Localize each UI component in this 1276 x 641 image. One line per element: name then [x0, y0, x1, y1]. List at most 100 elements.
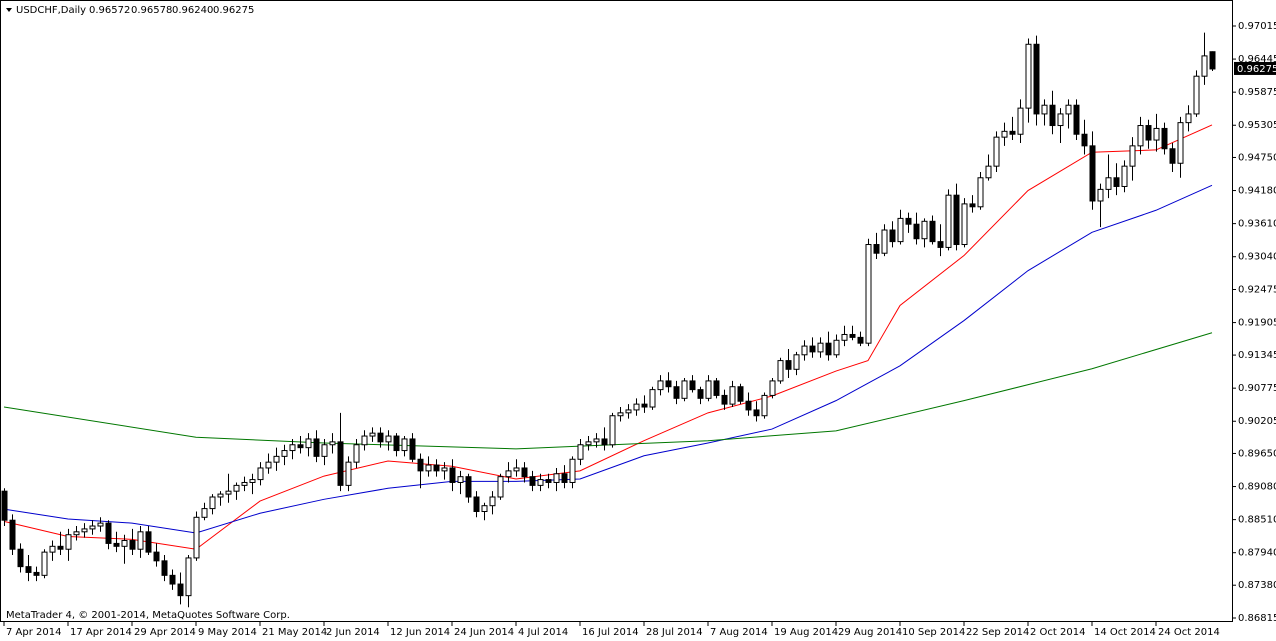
candle-body	[417, 458, 424, 472]
symbol-title: USDCHF,Daily	[16, 5, 86, 16]
candle-body	[433, 464, 440, 472]
candle-body	[113, 542, 120, 547]
candle-body	[817, 342, 824, 353]
candle-body	[9, 519, 16, 550]
candle-body	[737, 386, 744, 402]
y-tick-label: 0.90775	[1238, 383, 1276, 394]
candle-body	[1049, 104, 1056, 127]
candle-body	[681, 380, 688, 399]
x-tick-label: 29 Apr 2014	[134, 627, 196, 638]
x-tick-label: 19 Aug 2014	[774, 627, 838, 638]
candle-body	[825, 342, 832, 356]
candle-body	[473, 496, 480, 512]
y-tick-label: 0.94180	[1238, 186, 1276, 197]
candle-body	[1001, 130, 1008, 138]
candle-body	[833, 339, 840, 356]
candle-body	[1065, 104, 1072, 115]
y-tick-label: 0.88510	[1238, 515, 1276, 526]
high-label: 0.96578	[131, 5, 172, 16]
x-tick-label: 10 Sep 2014	[902, 627, 965, 638]
candle-body	[985, 165, 992, 179]
x-tick-label: 28 Jul 2014	[646, 627, 703, 638]
candle-body	[105, 522, 112, 544]
candle-body	[881, 229, 888, 254]
candle-body	[145, 531, 152, 553]
candle-body	[481, 505, 488, 512]
y-tick-label: 0.91905	[1238, 318, 1276, 329]
candle-body	[849, 333, 856, 338]
candle-body	[241, 481, 248, 486]
candle-body	[1097, 188, 1104, 202]
candle-body	[121, 540, 128, 547]
candle-body	[49, 545, 56, 553]
candle-body	[873, 244, 880, 254]
candle-body	[929, 220, 936, 243]
candle-body	[457, 476, 464, 483]
candle-body	[257, 467, 264, 481]
y-tick-label: 0.89080	[1238, 482, 1276, 493]
candle-body	[1185, 113, 1192, 124]
candle-body	[665, 380, 672, 388]
x-tick-label: 2 Jun 2014	[326, 627, 380, 638]
candle-body	[513, 467, 520, 472]
candle-body	[97, 522, 104, 527]
moving-average	[3, 124, 1213, 550]
candle-body	[913, 223, 920, 240]
candle-body	[945, 194, 952, 248]
candle-body	[545, 479, 552, 483]
candle-body	[193, 516, 200, 559]
candle-body	[81, 528, 88, 533]
candle-body	[1121, 165, 1128, 187]
candle-body	[1017, 107, 1024, 135]
candle-body	[161, 560, 168, 576]
candle-body	[33, 571, 40, 576]
candle-body	[217, 493, 224, 498]
candle-body	[393, 435, 400, 452]
price-marker-label: 0.96275	[1237, 64, 1276, 75]
candle-body	[1201, 55, 1208, 77]
candle-body	[865, 244, 872, 344]
candle-body	[353, 444, 360, 463]
candle-body	[225, 490, 232, 495]
candle-body	[769, 380, 776, 396]
candle-body	[761, 394, 768, 417]
candle-body	[601, 438, 608, 446]
candle-body	[249, 479, 256, 483]
y-tick-label: 0.93040	[1238, 252, 1276, 263]
x-tick-label: 2 Oct 2014	[1030, 627, 1085, 638]
candle-body	[385, 435, 392, 443]
candle-body	[265, 461, 272, 469]
candle-body	[209, 496, 216, 510]
y-tick-label: 0.91345	[1238, 350, 1276, 361]
candle-body	[841, 333, 848, 341]
candle-body	[953, 194, 960, 246]
candle-body	[1089, 145, 1096, 202]
candle-body	[57, 545, 64, 550]
candle-body	[497, 476, 504, 498]
candle-body	[369, 432, 376, 437]
y-tick-label: 0.95305	[1238, 120, 1276, 131]
candle-body	[465, 476, 472, 498]
y-tick-label: 0.93610	[1238, 219, 1276, 230]
candle-body	[1209, 51, 1216, 70]
x-tick-label: 14 Oct 2014	[1094, 627, 1156, 638]
candle-body	[297, 444, 304, 449]
x-tick-label: 4 Jul 2014	[518, 627, 568, 638]
candle-body	[1105, 177, 1112, 190]
candle-body	[777, 360, 784, 382]
candle-body	[1145, 125, 1152, 141]
menu-arrow[interactable]	[6, 8, 12, 12]
candle-body	[521, 467, 528, 478]
candle-body	[809, 345, 816, 353]
price-marker	[1234, 61, 1276, 75]
y-tick-label: 0.94750	[1238, 152, 1276, 163]
moving-average	[3, 332, 1213, 450]
candle-body	[673, 386, 680, 399]
candle-body	[1169, 148, 1176, 164]
candle-body	[1009, 130, 1016, 135]
candle-body	[73, 531, 80, 536]
candle-body	[1113, 177, 1120, 187]
candle-body	[729, 386, 736, 405]
candle-body	[1025, 43, 1032, 109]
candle-body	[185, 557, 192, 597]
